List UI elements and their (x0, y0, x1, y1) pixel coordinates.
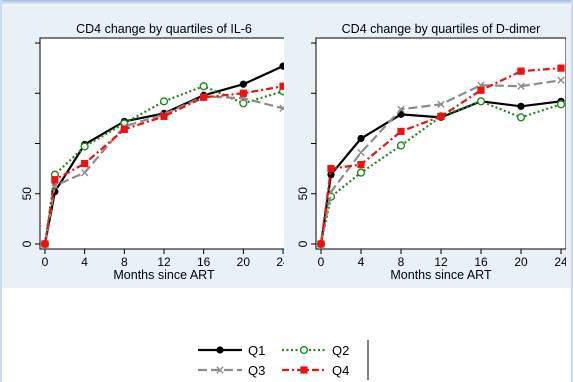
right-frame (571, 0, 573, 382)
chart-ddimer: CD4 change by quartiles of D-dimer 0 4 8 12 1… (296, 22, 566, 282)
data-point-q3 (557, 76, 565, 84)
data-point-q2 (516, 113, 526, 122)
data-point-q4 (437, 112, 445, 120)
data-point-q4 (81, 159, 89, 168)
data-point-q2 (80, 142, 89, 151)
data-point-q2 (239, 99, 248, 108)
chart-title: CD4 change by quartiles of D-dimer (342, 22, 541, 36)
data-point-q3 (357, 148, 365, 157)
data-point-q4 (200, 93, 208, 101)
chart-il6: CD4 change by quartiles of IL-6 0 4 8 12 16 20… (20, 22, 284, 282)
series-line-q4 (43, 85, 284, 245)
series-line-q2 (319, 100, 562, 245)
x-tick-label: 8 (398, 255, 405, 269)
y-tick-label: 50 (20, 187, 34, 201)
data-point-q4 (327, 165, 335, 173)
data-point-q4 (239, 89, 247, 97)
legend-label-q3: Q3 (248, 363, 265, 378)
legend-label-q4: Q4 (332, 363, 349, 378)
chart-title: CD4 change by quartiles of IL-6 (76, 22, 252, 36)
data-point-q3 (517, 82, 525, 90)
legend-label-q2: Q2 (332, 343, 349, 358)
data-point-q4 (357, 161, 365, 169)
data-point-q4 (317, 240, 325, 248)
data-point-q2 (356, 168, 366, 177)
data-point-q4 (477, 86, 485, 94)
x-tick-label: 12 (434, 255, 448, 269)
data-point-q4 (51, 176, 59, 184)
x-tick-label: 4 (81, 255, 88, 269)
x-tick-label: 0 (318, 255, 325, 269)
data-point-q3 (397, 105, 405, 114)
x-tick-label: 20 (514, 255, 528, 269)
data-point-q1 (517, 102, 525, 110)
x-axis-label: Months since ART (390, 268, 492, 282)
legend: Q1 Q2 Q3 Q4 (198, 340, 369, 380)
series-line-q4 (319, 67, 562, 245)
x-tick-label: 0 (42, 255, 49, 269)
data-point-q2 (159, 97, 169, 106)
y-tick-label: 50 (296, 187, 310, 201)
legend-marker-q2 (299, 345, 309, 355)
left-frame (0, 0, 2, 382)
series-line-q3 (43, 95, 284, 245)
plot-area (39, 37, 284, 250)
x-tick-label: 20 (237, 255, 251, 269)
x-tick-label: 16 (474, 255, 488, 269)
x-axis-label: Months since ART (113, 268, 215, 282)
data-point-q2 (556, 100, 566, 109)
top-frame (0, 0, 573, 6)
x-tick-label: 8 (121, 255, 128, 269)
legend-marker-q4 (300, 366, 308, 374)
series-line-q1 (43, 65, 284, 245)
data-point-q2 (396, 141, 406, 150)
x-tick-label: 4 (358, 255, 365, 269)
y-tick-label: 0 (20, 240, 34, 247)
data-point-q3 (80, 168, 89, 177)
legend-marker-q1 (216, 346, 224, 354)
x-tick-label: 24 (276, 255, 284, 269)
legend-marker-q3 (216, 366, 224, 374)
legend-label-q1: Q1 (248, 343, 265, 358)
data-point-q4 (41, 240, 49, 248)
data-point-q2 (199, 82, 208, 91)
data-point-q1 (357, 134, 365, 143)
data-point-q4 (160, 112, 168, 120)
x-tick-label: 16 (197, 255, 211, 269)
data-point-q4 (120, 125, 128, 134)
data-point-q4 (397, 127, 405, 136)
data-point-q1 (239, 80, 247, 88)
data-point-q3 (437, 100, 445, 109)
x-tick-label: 24 (554, 255, 566, 269)
y-tick-label: 0 (296, 240, 310, 247)
series-line-q3 (319, 79, 562, 245)
data-point-q4 (517, 67, 525, 75)
data-point-q4 (279, 82, 284, 90)
data-point-q1 (279, 62, 284, 70)
series-line-q2 (43, 85, 284, 245)
data-point-q3 (327, 188, 335, 196)
x-tick-label: 12 (157, 255, 171, 269)
data-point-q2 (476, 97, 486, 106)
data-point-q3 (279, 104, 284, 113)
data-point-q4 (557, 64, 565, 72)
